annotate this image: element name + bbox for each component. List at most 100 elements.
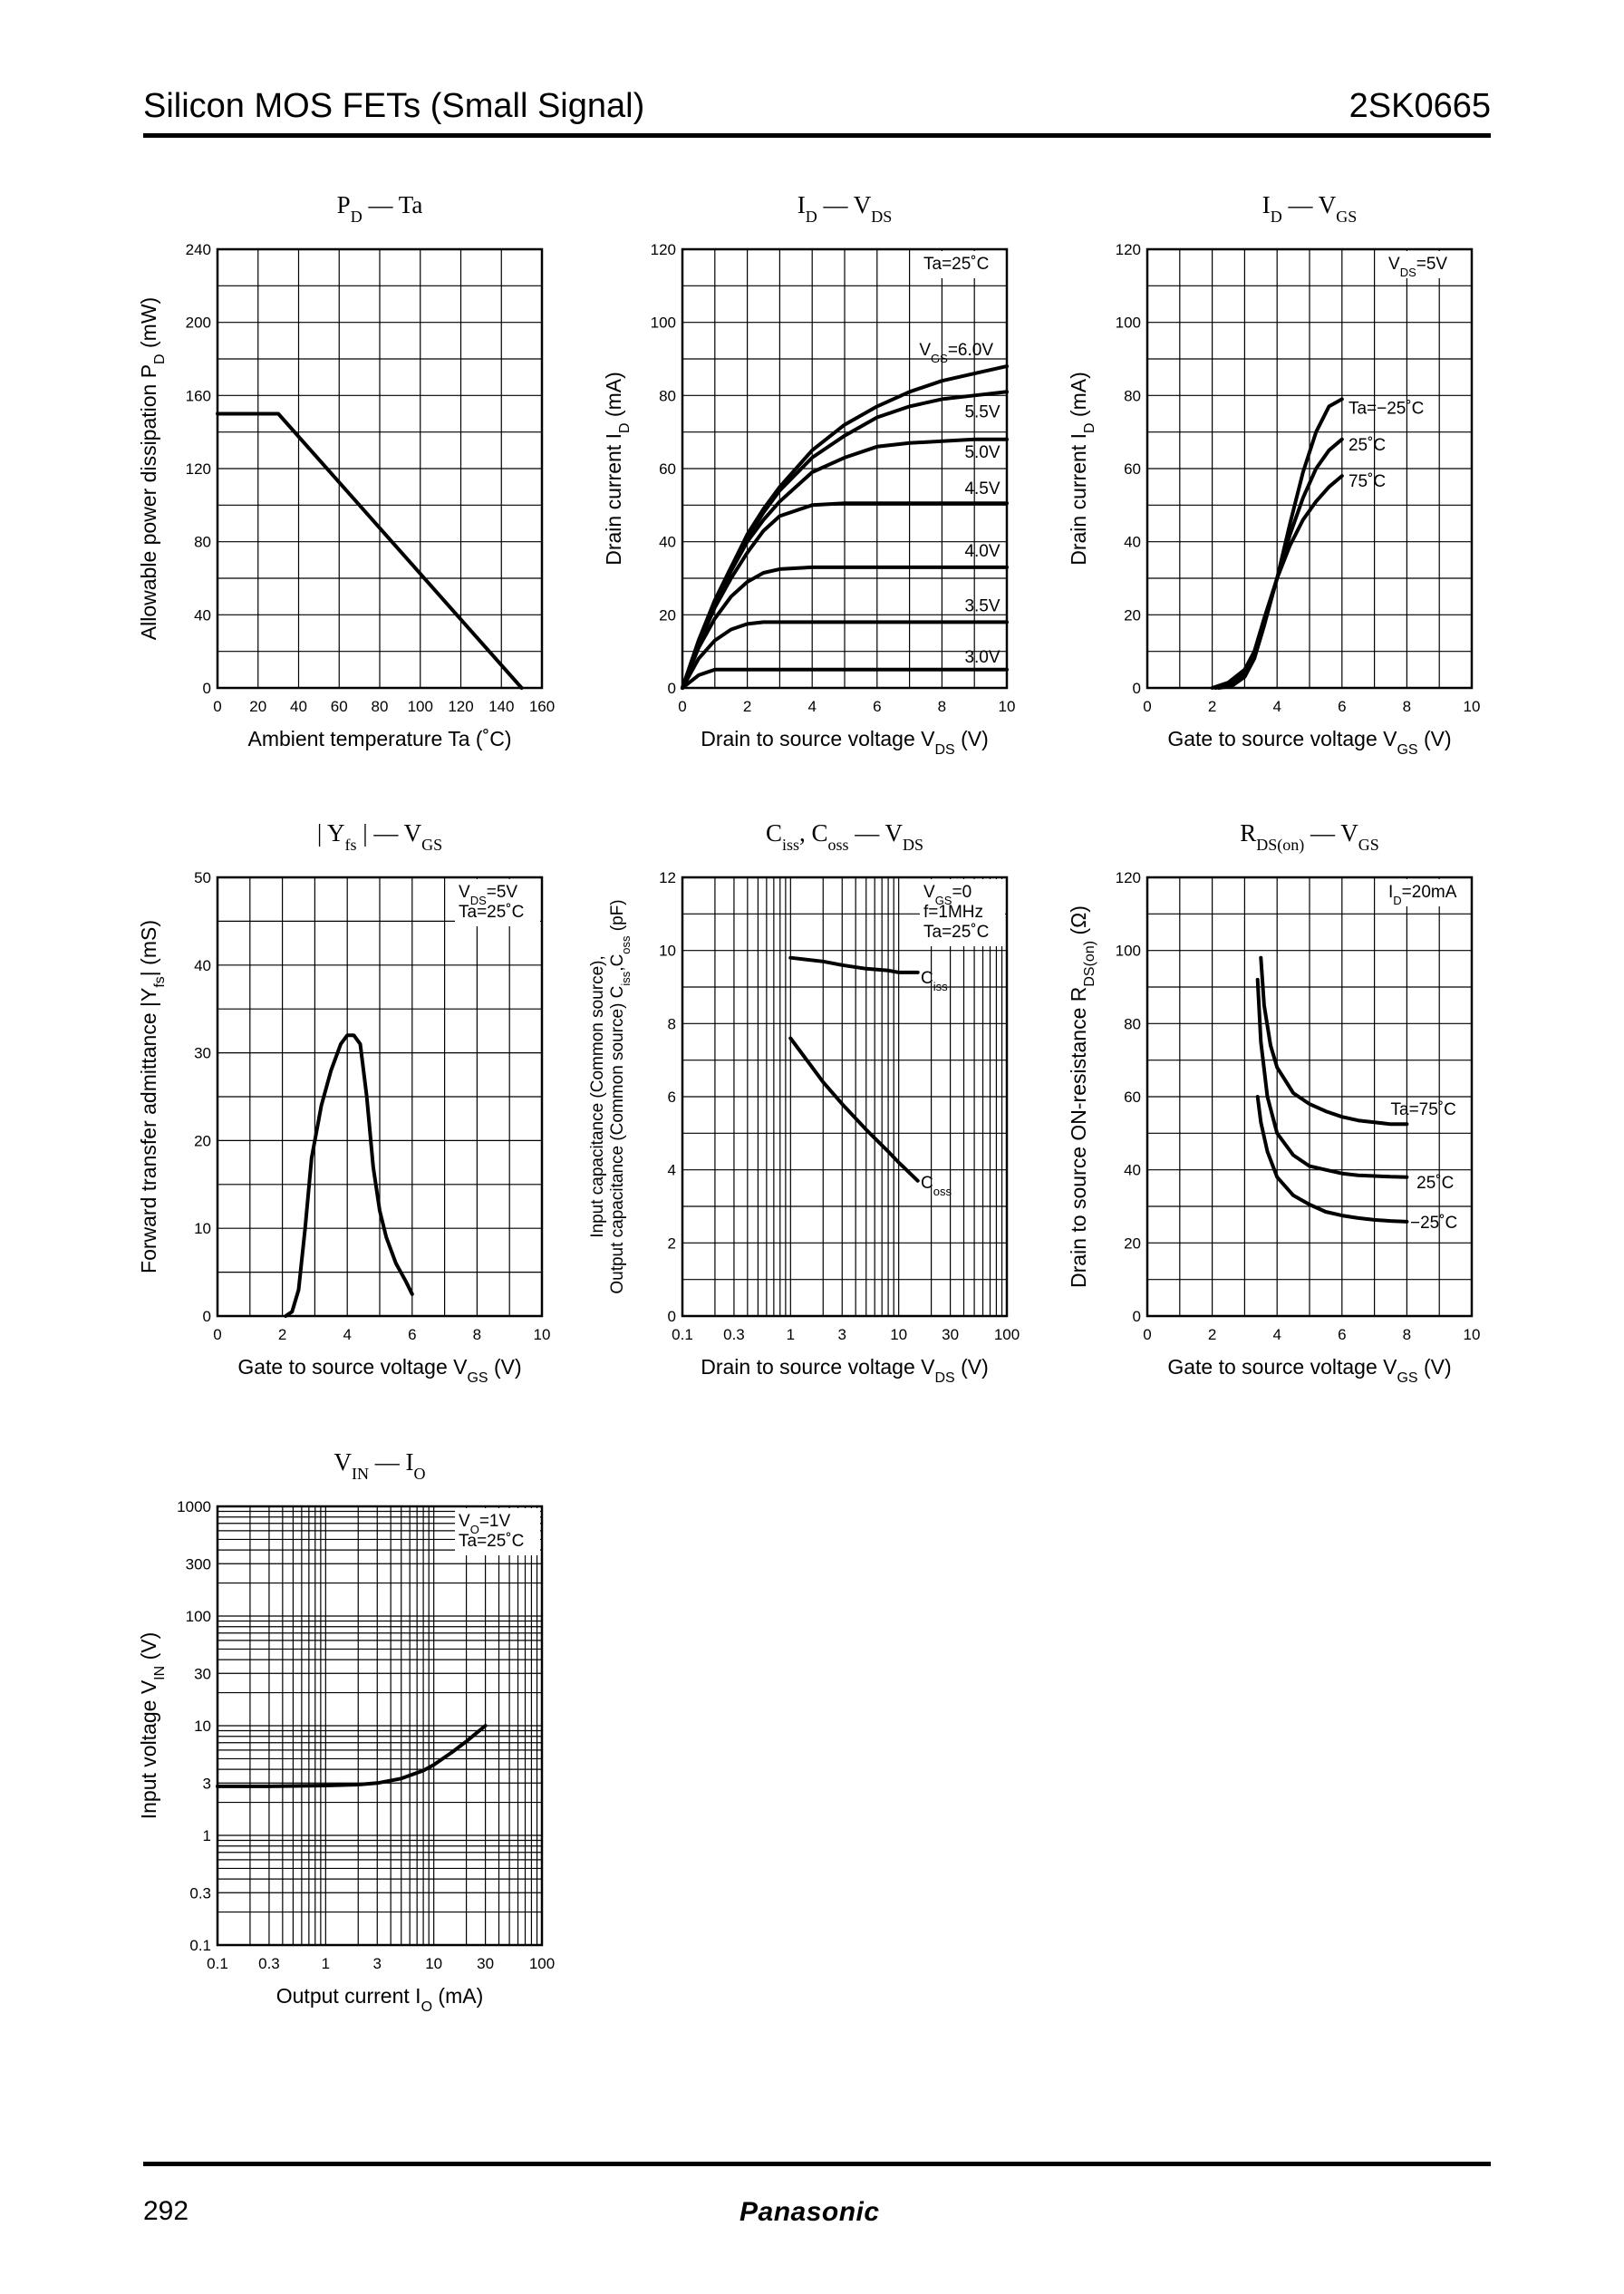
x-tick-label: 2 bbox=[1208, 698, 1216, 715]
series-line-2 bbox=[1255, 1095, 1409, 1224]
series-line-2 bbox=[681, 437, 1009, 690]
x-tick-label: 120 bbox=[448, 698, 473, 715]
y-tick-label: 300 bbox=[186, 1555, 211, 1573]
chart-title: ID — VGS bbox=[1262, 191, 1358, 226]
x-tick-label: 6 bbox=[1338, 698, 1346, 715]
x-tick-label: 8 bbox=[473, 1326, 481, 1343]
x-tick-label: 0 bbox=[678, 698, 686, 715]
plot-frame bbox=[216, 876, 544, 1318]
brand-logo: Panasonic bbox=[740, 2197, 880, 2227]
y-tick-label: 0 bbox=[668, 1308, 676, 1325]
x-axis-label: Gate to source voltage VGS (V) bbox=[1167, 1355, 1451, 1386]
x-tick-label: 0.1 bbox=[207, 1955, 228, 1972]
y-tick-label: 10 bbox=[194, 1220, 211, 1237]
curve-label: Ta=75˚C bbox=[1391, 1100, 1456, 1119]
curve-label: −25˚C bbox=[1410, 1214, 1457, 1233]
plot-frame bbox=[1146, 876, 1474, 1318]
y-axis-label-2: Output capacitance (Common source) Ciss,… bbox=[608, 899, 633, 1293]
y-axis-label: Input capacitance (Common source), bbox=[588, 955, 607, 1238]
y-tick-label: 0 bbox=[668, 680, 676, 697]
y-tick-label: 0.3 bbox=[189, 1884, 211, 1902]
legend-box bbox=[920, 879, 1005, 946]
chart-title: RDS(on) — VGS bbox=[1240, 819, 1379, 855]
y-tick-label: 0 bbox=[1133, 680, 1141, 697]
x-tick-label: 1 bbox=[322, 1955, 330, 1972]
x-axis-label: Gate to source voltage VGS (V) bbox=[237, 1355, 521, 1386]
series-line-0 bbox=[1259, 955, 1409, 1127]
x-axis-label: Drain to source voltage VDS (V) bbox=[701, 1355, 989, 1386]
y-tick-label: 120 bbox=[651, 241, 676, 258]
x-tick-label: 4 bbox=[807, 698, 816, 715]
y-tick-label: 60 bbox=[1124, 1089, 1141, 1106]
legend-box bbox=[455, 1508, 540, 1555]
y-tick-label: 80 bbox=[1124, 1015, 1141, 1032]
x-tick-label: 20 bbox=[249, 698, 266, 715]
y-tick-label: 240 bbox=[186, 241, 211, 258]
x-tick-label: 0.1 bbox=[672, 1326, 693, 1343]
chart-title: Ciss, Coss — VDS bbox=[766, 819, 923, 854]
x-axis-label: Drain to source voltage VDS (V) bbox=[701, 727, 989, 758]
y-tick-label: 6 bbox=[668, 1089, 676, 1106]
series-line-3 bbox=[681, 501, 1009, 690]
x-tick-label: 0 bbox=[213, 1326, 221, 1343]
legend-box bbox=[920, 251, 1005, 278]
plot-frame bbox=[216, 1505, 544, 1947]
pd-ta-chart: 0 20 40 60 80 100 120 140 160 0 40 80 120 160 200 240 PD… bbox=[137, 191, 555, 750]
vin-io-chart: 0.1 0.3 1 3 10 30 100 0.1 0.3 1 3 10 30 100 300 1000 VIN… bbox=[137, 1448, 555, 2015]
legend-entry: Ta=25˚C bbox=[459, 1532, 524, 1551]
x-tick-label: 80 bbox=[372, 698, 389, 715]
x-tick-label: 60 bbox=[331, 698, 348, 715]
y-tick-label: 80 bbox=[659, 387, 676, 404]
plot-frame bbox=[681, 876, 1009, 1318]
y-tick-label: 120 bbox=[1116, 241, 1141, 258]
y-tick-label: 20 bbox=[1124, 606, 1141, 624]
yfs-vgs-chart: 0 2 4 6 8 10 0 10 20 30 40 50 | Yfs | — VGS Gate to s… bbox=[137, 819, 550, 1386]
y-tick-label: 4 bbox=[668, 1162, 676, 1179]
y-tick-label: 80 bbox=[194, 534, 211, 551]
x-tick-label: 10 bbox=[1464, 698, 1481, 715]
x-axis-label: Gate to source voltage VGS (V) bbox=[1167, 727, 1451, 758]
x-tick-label: 6 bbox=[873, 698, 881, 715]
curve-label: 3.5V bbox=[964, 596, 1000, 615]
y-tick-label: 30 bbox=[194, 1665, 211, 1682]
curve-label: 4.5V bbox=[964, 479, 1000, 498]
curve-label: 75˚C bbox=[1348, 472, 1386, 491]
x-tick-label: 100 bbox=[994, 1326, 1020, 1343]
y-tick-label: 40 bbox=[1124, 534, 1141, 551]
y-tick-label: 30 bbox=[194, 1045, 211, 1062]
legend-box bbox=[1385, 251, 1470, 278]
legend-box bbox=[1385, 879, 1470, 906]
y-tick-label: 80 bbox=[1124, 387, 1141, 404]
series-line-0 bbox=[284, 1033, 414, 1318]
y-tick-label: 100 bbox=[651, 315, 676, 332]
x-tick-label: 0 bbox=[213, 698, 221, 715]
y-tick-label: 1000 bbox=[177, 1498, 211, 1515]
y-tick-label: 20 bbox=[659, 606, 676, 624]
curve-label: 4.0V bbox=[964, 542, 1000, 561]
chart-title: VIN — IO bbox=[334, 1448, 426, 1483]
plot-frame bbox=[216, 247, 544, 690]
series-line-0 bbox=[216, 411, 524, 690]
x-tick-label: 0 bbox=[1143, 698, 1151, 715]
x-tick-label: 100 bbox=[529, 1955, 555, 1972]
x-axis-label: Ambient temperature Ta (˚C) bbox=[247, 727, 511, 750]
y-tick-label: 1 bbox=[203, 1827, 211, 1844]
series-line-0 bbox=[788, 955, 920, 974]
x-tick-label: 10 bbox=[999, 698, 1016, 715]
legend-entry: Ta=25˚C bbox=[923, 255, 989, 274]
x-tick-label: 40 bbox=[290, 698, 307, 715]
x-tick-label: 160 bbox=[529, 698, 555, 715]
y-tick-label: 0 bbox=[1133, 1308, 1141, 1325]
x-tick-label: 8 bbox=[1403, 1326, 1411, 1343]
chart-title: ID — VDS bbox=[798, 191, 893, 226]
y-axis-label: Drain current ID (mA) bbox=[1067, 372, 1097, 566]
series-line-1 bbox=[788, 1036, 920, 1183]
header-rule bbox=[143, 133, 1491, 138]
chart-title: PD — Ta bbox=[337, 191, 423, 226]
legend-entry: VDS=5V bbox=[1388, 255, 1447, 279]
y-tick-label: 3 bbox=[203, 1775, 211, 1792]
legend-entry: VGS=0 bbox=[923, 883, 972, 907]
